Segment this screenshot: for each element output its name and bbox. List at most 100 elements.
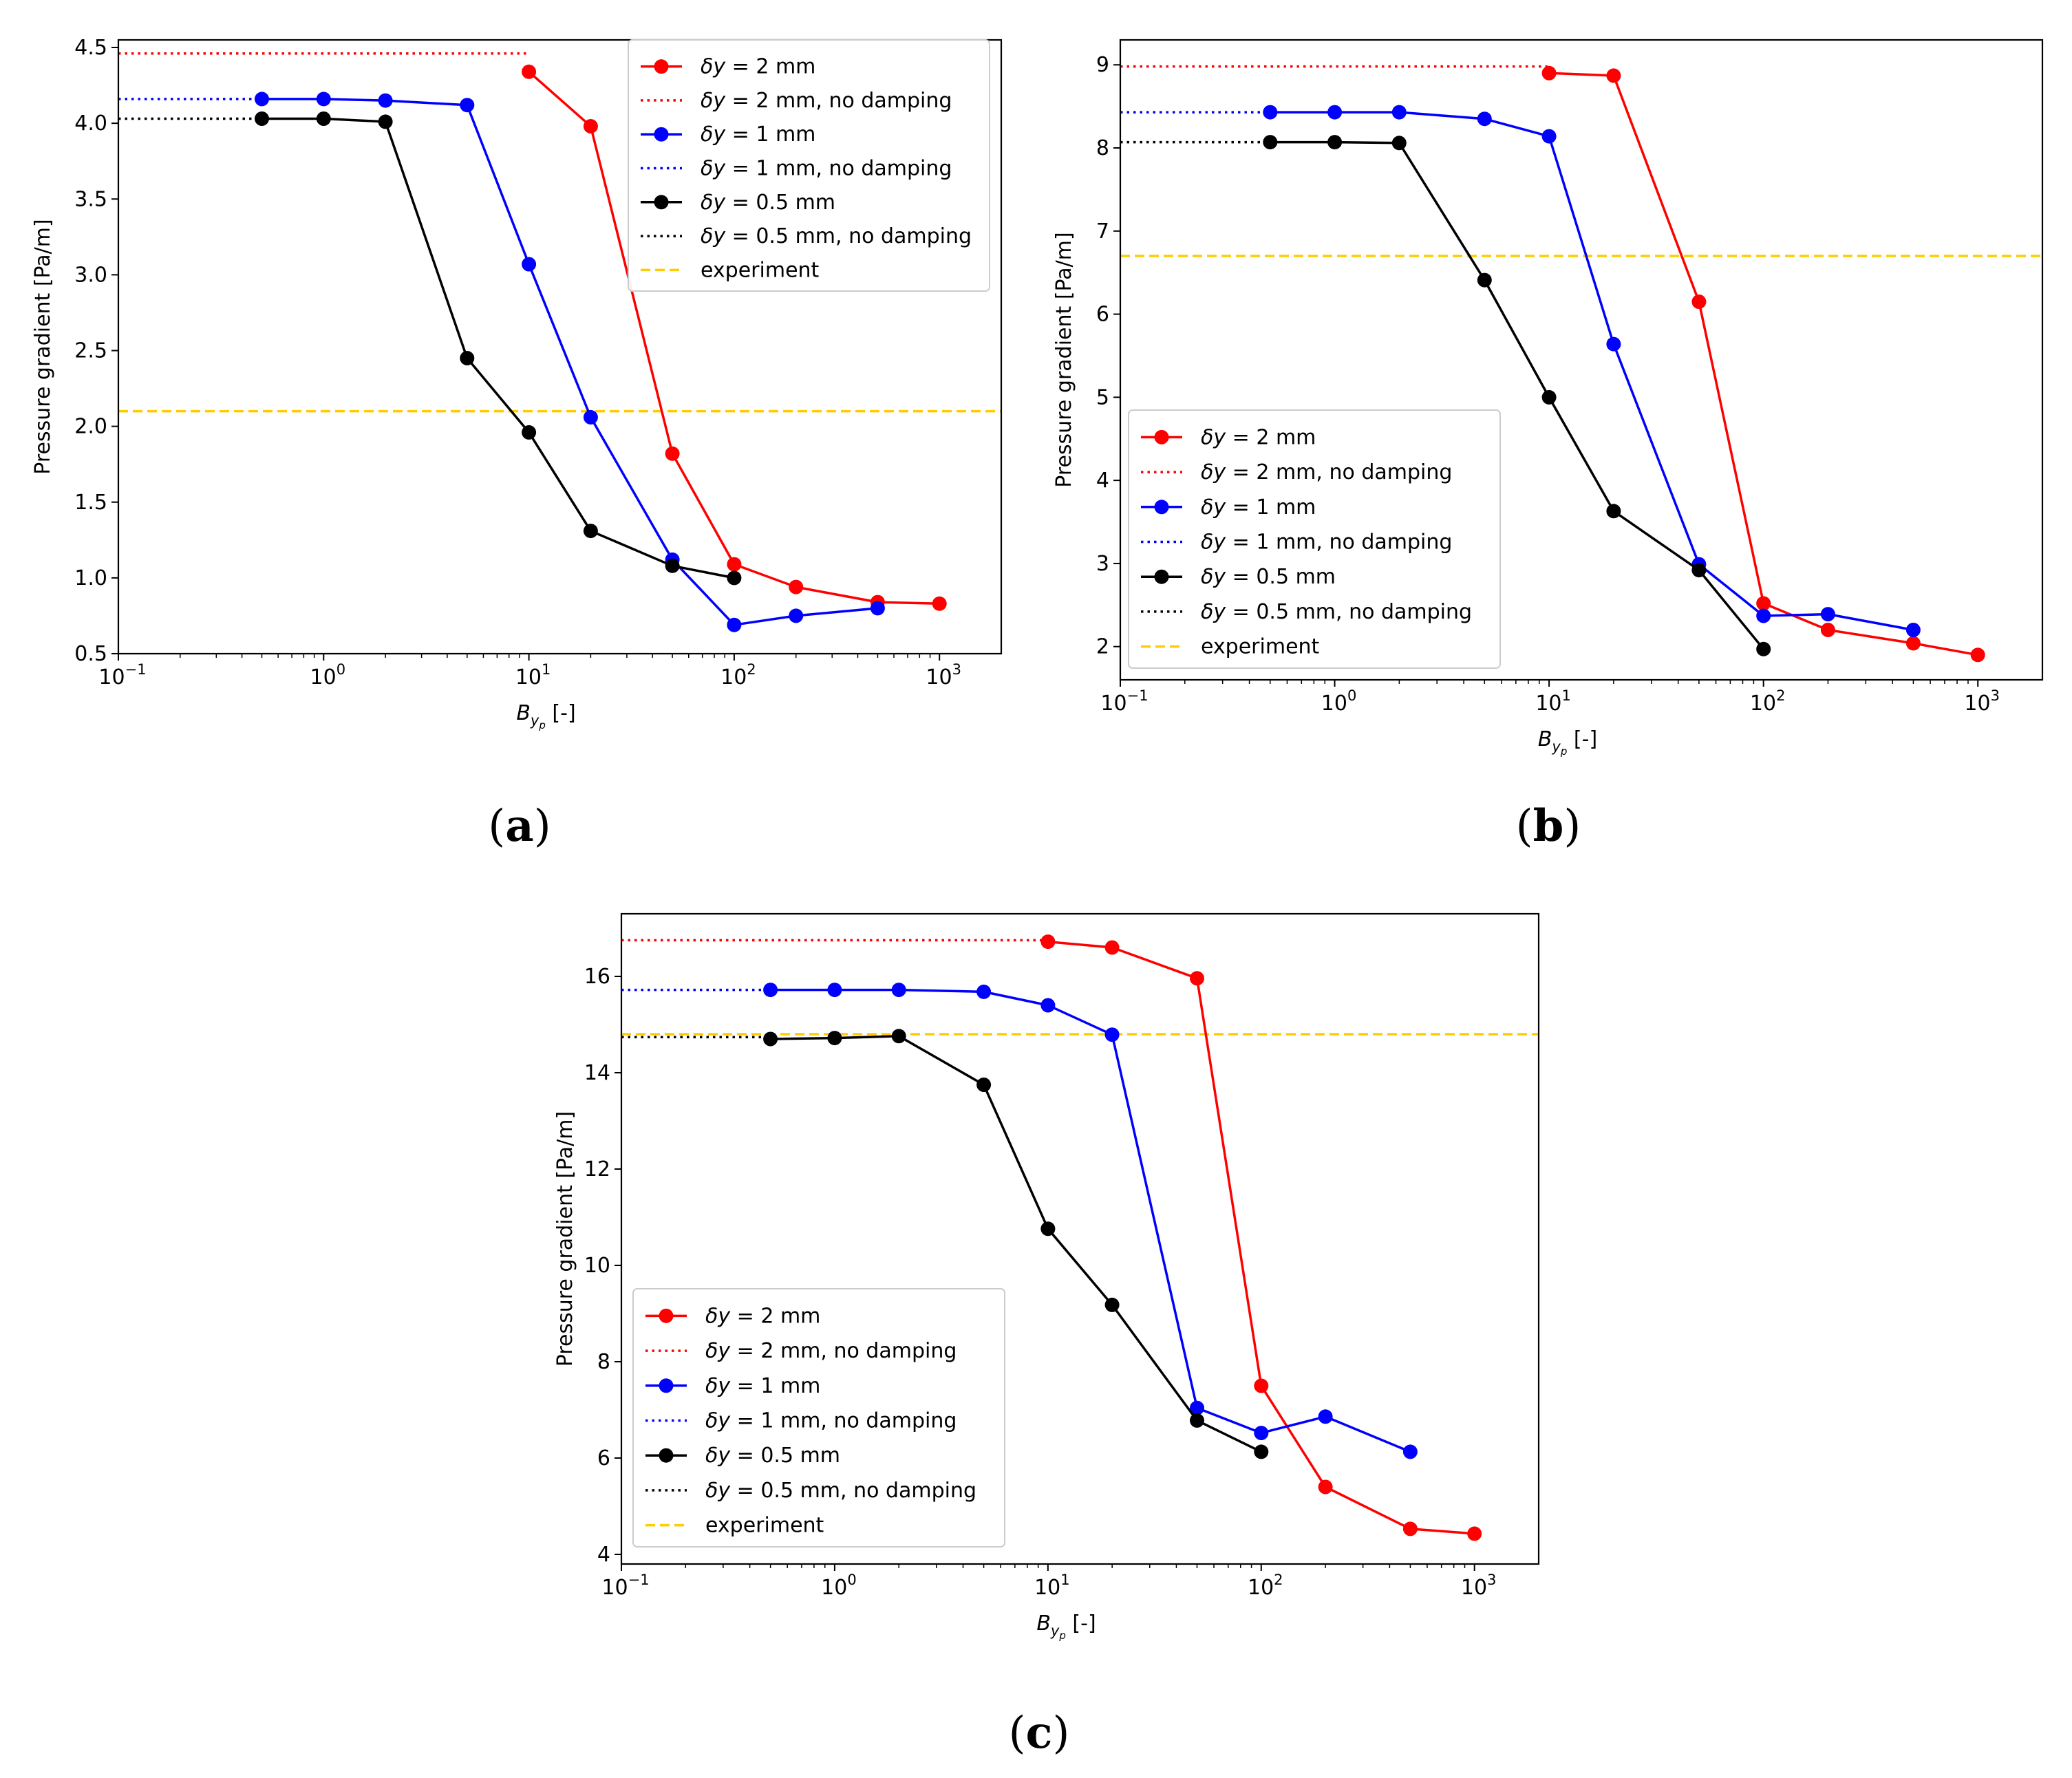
x-axis-label-part: p (538, 719, 546, 731)
caption-letter: a (505, 800, 533, 852)
data-point (1606, 68, 1621, 83)
data-point (1691, 294, 1707, 309)
x-tick-exponent: 1 (1060, 1572, 1069, 1588)
plot-area (621, 934, 1539, 1541)
legend-marker (654, 195, 669, 210)
legend-label-7: experiment (701, 258, 820, 282)
legend-label-3: δy = 1 mm (1201, 495, 1316, 520)
x-tick-base: 10 (1535, 692, 1561, 716)
legend-label-3: δy = 1 mm (701, 122, 815, 147)
legend-marker (1154, 500, 1169, 515)
x-tick-base: 10 (601, 1576, 628, 1600)
x-tick-base: 10 (720, 665, 747, 689)
y-tick-label: 10 (584, 1254, 610, 1278)
y-axis-label: Pressure gradient [Pa/m] (553, 1111, 577, 1367)
data-point (460, 351, 475, 365)
data-point (1402, 1444, 1418, 1459)
data-point (1606, 336, 1621, 352)
x-tick-base: 10 (98, 665, 125, 689)
x-tick-exponent: 1 (542, 661, 551, 678)
data-point (827, 983, 842, 998)
legend-marker (659, 1308, 674, 1323)
data-point (1820, 623, 1835, 637)
x-tick-label: 10−1 (1100, 687, 1148, 716)
x-tick-base: 10 (1321, 692, 1347, 716)
y-tick-label: 16 (584, 965, 610, 989)
x-axis-label-part: y (1551, 738, 1561, 755)
data-point (727, 570, 742, 586)
legend-label-7: experiment (1201, 635, 1320, 659)
data-point (665, 558, 680, 573)
x-axis-label: Byp [-] (1538, 727, 1597, 758)
data-point (1104, 1027, 1120, 1042)
series-line-3 (261, 98, 878, 626)
legend-box (628, 39, 990, 292)
legend-marker (659, 1378, 674, 1393)
data-point (1905, 623, 1921, 637)
caption-paren: ) (1052, 1708, 1069, 1759)
x-tick-label: 103 (1461, 1572, 1497, 1600)
legend-text: = 2 mm, no damping (725, 89, 952, 113)
data-point (1190, 1413, 1204, 1428)
data-point (583, 524, 598, 539)
legend-symbol: δy (1201, 600, 1226, 624)
data-point (665, 446, 680, 461)
x-tick-exponent: 2 (747, 661, 756, 678)
x-tick-base: 10 (310, 665, 337, 689)
legend-symbol: δy (705, 1304, 731, 1328)
data-point (1263, 135, 1278, 150)
legend-label-3: δy = 1 mm (705, 1374, 820, 1398)
y-tick-label: 2.5 (74, 339, 107, 363)
x-tick-label: 100 (821, 1572, 857, 1600)
legend-label-1: δy = 2 mm (1201, 425, 1316, 449)
x-tick-base: 10 (1100, 692, 1126, 716)
legend-text: = 2 mm (1226, 425, 1316, 449)
data-point (1905, 636, 1921, 651)
data-point (1040, 998, 1056, 1013)
data-point (378, 93, 393, 108)
y-tick-label: 12 (584, 1157, 610, 1181)
panel-caption: (c) (1009, 1707, 1070, 1759)
x-axis-label-part: B (1538, 727, 1552, 751)
data-point (1254, 1378, 1269, 1393)
legend-label-6: δy = 0.5 mm, no damping (1201, 600, 1472, 624)
x-tick-base: 10 (1034, 1576, 1060, 1600)
y-tick-label: 2.0 (74, 415, 107, 439)
x-tick-base: 10 (1964, 692, 1990, 716)
data-point (316, 92, 331, 107)
legend-text: = 1 mm (730, 1374, 820, 1398)
plot-frame (117, 39, 1003, 655)
legend-symbol: δy (1201, 495, 1226, 520)
legend-label-5: δy = 0.5 mm (1201, 565, 1336, 589)
data-point (316, 111, 331, 126)
x-tick-label: 102 (720, 661, 756, 689)
chart-panel-1: 10−1 100 101 102 1030.51.01.52.02.53.03.54.0… (31, 36, 1003, 852)
data-point (1254, 1426, 1269, 1441)
data-point (522, 257, 537, 272)
legend-symbol: δy (701, 122, 726, 147)
legend-marker (1154, 569, 1169, 584)
x-tick-exponent: 3 (1991, 687, 2000, 704)
x-tick-label: 103 (926, 661, 961, 689)
y-tick-label: 8 (1096, 136, 1109, 160)
x-tick-label: 103 (1964, 687, 2000, 716)
series-line-5 (1270, 140, 1765, 650)
x-tick-label: 10−1 (98, 661, 146, 689)
caption-paren: ( (1516, 801, 1533, 852)
y-tick-label: 5 (1096, 385, 1109, 409)
series-line-5 (770, 1035, 1262, 1453)
y-tick-label: 14 (584, 1061, 610, 1085)
data-point (932, 596, 947, 611)
legend-symbol: δy (1201, 425, 1226, 449)
data-point (1327, 135, 1343, 150)
data-point (789, 608, 804, 623)
data-point (255, 111, 269, 126)
series-line-3 (770, 988, 1411, 1453)
plot-frame (1119, 39, 2044, 681)
x-tick-base: 10 (926, 665, 952, 689)
